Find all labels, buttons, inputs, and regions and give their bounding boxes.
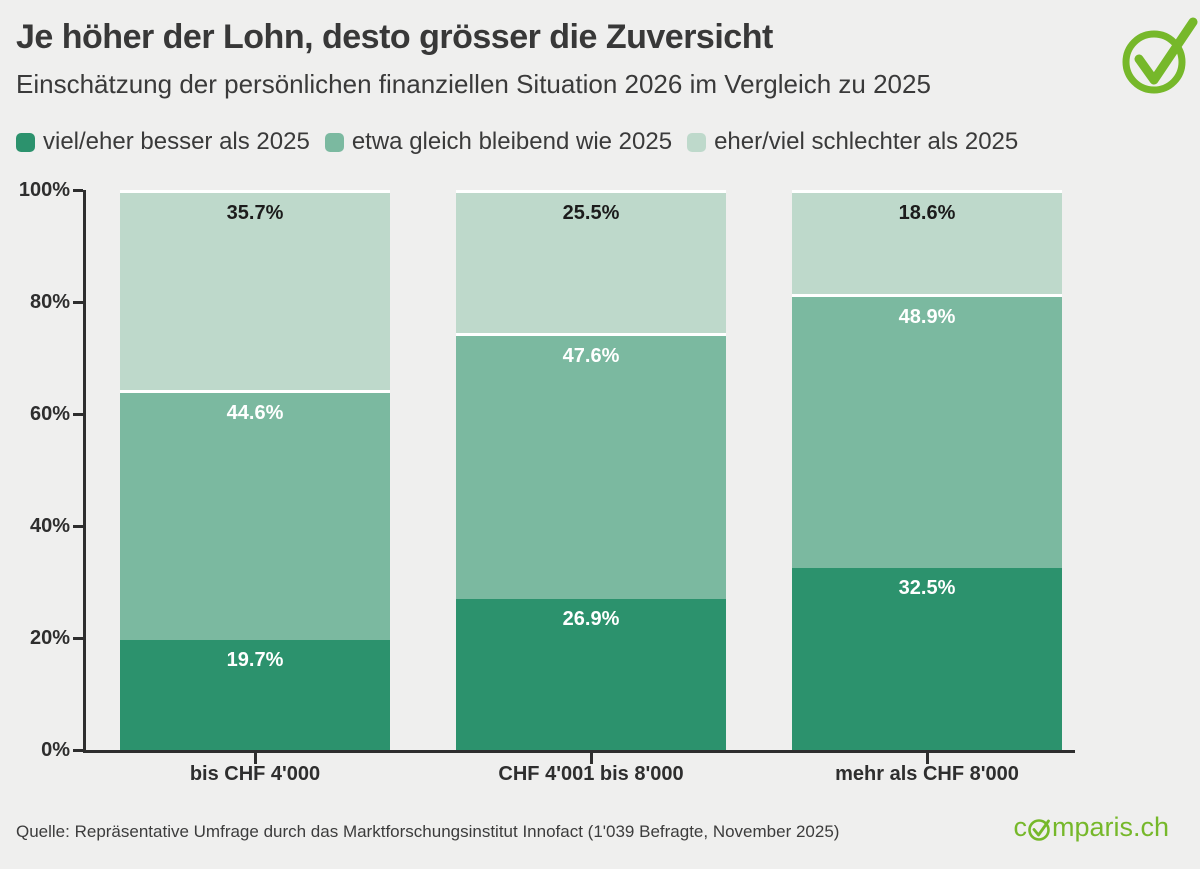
legend-swatch	[687, 132, 707, 152]
legend-swatch	[324, 132, 344, 152]
legend-item: etwa gleich bleibend wie 2025	[324, 128, 673, 156]
bar-value-label: 47.6%	[562, 344, 620, 367]
bar-segment: 47.6%	[456, 332, 726, 600]
legend-swatch	[16, 132, 35, 152]
legend-label: etwa gleich bleibend wie 2025	[351, 128, 673, 155]
y-axis-label: 80%	[29, 291, 70, 313]
bar-segment: 35.7%	[120, 190, 390, 390]
x-axis-tick	[925, 753, 929, 764]
x-axis-category-label: mehr als CHF 8'000	[835, 763, 1019, 785]
bar-value-label: 44.6%	[226, 401, 284, 424]
chart-subtitle: Einschätzung der persönlichen finanziell…	[16, 69, 931, 99]
y-axis-tick	[73, 189, 83, 192]
x-axis-tick	[589, 753, 593, 764]
bar-value-label: 18.6%	[898, 202, 956, 225]
y-axis-tick	[73, 301, 83, 304]
bar-value-label: 32.5%	[898, 577, 956, 599]
bar-column: 32.5% 48.9% 18.6%	[792, 190, 1062, 750]
y-axis-tick	[73, 413, 83, 416]
x-axis-tick	[253, 753, 257, 764]
bar-segment: 19.7%	[120, 639, 390, 750]
comparis-logo: c mparis.ch	[1013, 812, 1169, 843]
y-axis-tick	[73, 525, 83, 528]
legend-item: eher/viel schlechter als 2025	[687, 128, 1018, 156]
comparis-check-icon	[1122, 17, 1198, 94]
logo-text-suffix: mparis.ch	[1051, 812, 1169, 842]
bar-column: 19.7% 44.6% 35.7%	[120, 190, 390, 750]
y-axis-label: 40%	[29, 515, 70, 537]
x-axis-category-label: bis CHF 4'000	[189, 763, 321, 785]
source-note: Quelle: Repräsentative Umfrage durch das…	[16, 822, 840, 841]
y-axis-tick	[73, 637, 83, 640]
legend-label: eher/viel schlechter als 2025	[714, 128, 1019, 155]
bar-segment: 32.5%	[792, 568, 1062, 750]
chart-title: Je höher der Lohn, desto grösser die Zuv…	[16, 18, 773, 56]
logo-text-prefix: c	[1013, 812, 1027, 842]
bar-value-label: 25.5%	[562, 202, 620, 225]
y-axis-label: 0%	[41, 739, 70, 761]
y-axis-tick	[73, 749, 83, 752]
y-axis-label: 100%	[18, 179, 70, 201]
logo-check-icon	[1028, 819, 1050, 841]
y-axis-label: 60%	[29, 403, 70, 425]
x-axis-category-label: CHF 4'001 bis 8'000	[498, 763, 684, 785]
bar-segment: 48.9%	[792, 294, 1062, 568]
bar-value-label: 48.9%	[898, 306, 956, 329]
y-axis-line	[83, 190, 86, 753]
bar-segment: 26.9%	[456, 599, 726, 750]
bar-column: 26.9% 47.6% 25.5%	[456, 190, 726, 750]
x-axis-line	[83, 750, 1075, 753]
bar-segment: 25.5%	[456, 190, 726, 333]
bar-value-label: 35.7%	[226, 202, 284, 225]
legend-item: viel/eher besser als 2025	[16, 128, 310, 156]
bar-segment: 18.6%	[792, 190, 1062, 295]
legend-label: viel/eher besser als 2025	[43, 128, 310, 155]
legend: viel/eher besser als 2025 etwa gleich ble…	[16, 128, 1033, 156]
y-axis-label: 20%	[29, 627, 70, 649]
bar-value-label: 19.7%	[226, 648, 284, 671]
bar-value-label: 26.9%	[562, 608, 620, 631]
bar-segment: 44.6%	[120, 389, 390, 640]
